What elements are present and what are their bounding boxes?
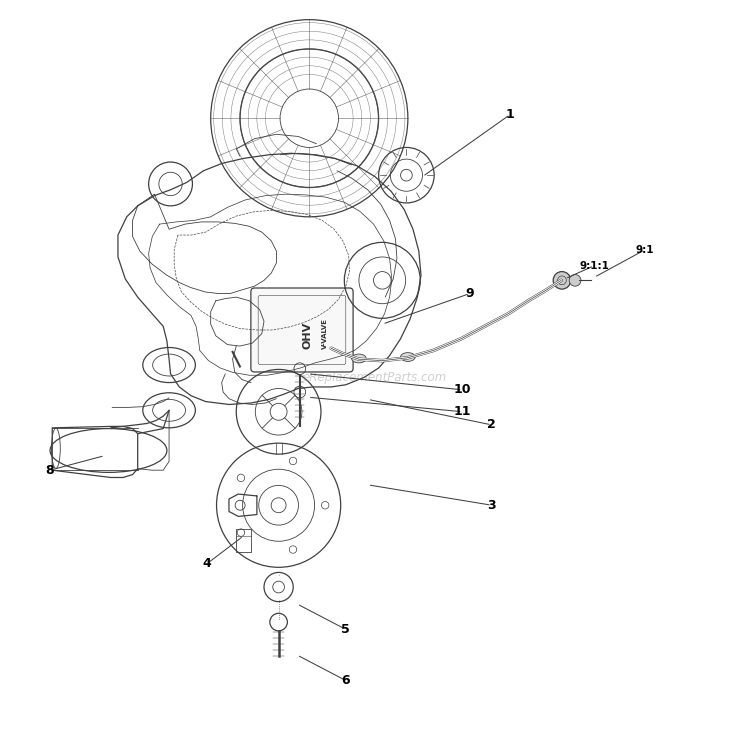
- Ellipse shape: [352, 354, 366, 363]
- Circle shape: [569, 274, 581, 286]
- Text: eReplacementParts.com: eReplacementParts.com: [303, 371, 447, 384]
- Text: 4: 4: [202, 557, 211, 570]
- Ellipse shape: [400, 353, 416, 361]
- Circle shape: [554, 271, 571, 289]
- Text: 9: 9: [466, 287, 474, 300]
- Text: 1: 1: [506, 108, 515, 121]
- Text: V-VALVE: V-VALVE: [322, 318, 328, 349]
- Text: 8: 8: [46, 464, 54, 476]
- Text: 10: 10: [454, 383, 472, 397]
- Text: 3: 3: [488, 498, 496, 512]
- Text: 5: 5: [341, 623, 350, 636]
- FancyBboxPatch shape: [251, 288, 353, 372]
- Text: 2: 2: [488, 419, 496, 432]
- Text: 9:1:1: 9:1:1: [579, 261, 609, 270]
- Text: 11: 11: [454, 405, 472, 419]
- Text: OHV: OHV: [303, 323, 313, 350]
- Text: 6: 6: [341, 674, 350, 687]
- Text: 9:1: 9:1: [636, 245, 655, 254]
